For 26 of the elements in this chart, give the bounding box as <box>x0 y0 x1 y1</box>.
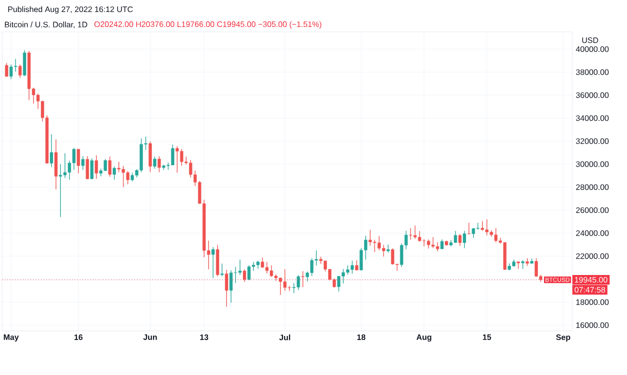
candlestick <box>224 270 228 308</box>
candlestick <box>108 156 112 178</box>
candlestick <box>458 234 462 246</box>
candlestick <box>86 156 89 180</box>
candlestick <box>153 156 156 170</box>
candlestick <box>5 62 8 78</box>
candlestick <box>220 263 224 277</box>
candlestick <box>90 158 94 180</box>
candlestick <box>472 228 476 238</box>
candlestick <box>242 269 246 282</box>
candlestick <box>18 64 22 78</box>
candlestick <box>94 155 98 180</box>
candlestick <box>22 50 26 77</box>
candlestick <box>14 58 18 72</box>
candlestick <box>81 156 84 170</box>
candlestick <box>54 139 58 190</box>
candlestick <box>467 222 471 235</box>
candlestick <box>148 141 152 173</box>
candlestick <box>260 257 264 268</box>
candlestick <box>212 246 215 278</box>
candlestick <box>158 156 161 173</box>
candlestick <box>301 270 304 288</box>
candlestick <box>112 166 116 180</box>
candlestick <box>76 148 80 174</box>
candlestick <box>462 230 466 249</box>
candlestick <box>50 134 54 168</box>
